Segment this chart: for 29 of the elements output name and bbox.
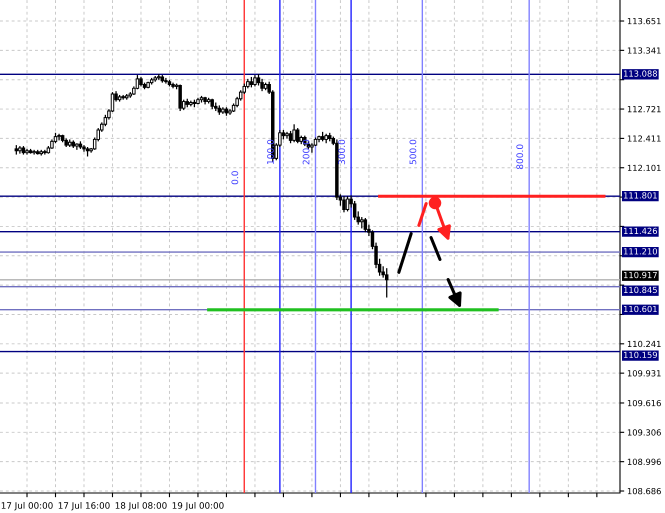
y-tick-label: 109.931	[628, 370, 661, 376]
annotation: 100.0	[267, 140, 274, 164]
x-tick-label: 17 Jul 00:00	[2, 502, 53, 510]
y-tick-label: 113.341	[628, 47, 661, 54]
y-tick-label: 113.651	[628, 18, 661, 24]
ref-line-label: 111.801	[624, 192, 657, 199]
annotation: 800.0	[516, 144, 524, 170]
annotation: 300.0	[338, 140, 346, 164]
ref-line-label: 110.917	[624, 272, 657, 278]
y-tick-label: 108.686	[628, 488, 661, 494]
y-tick-label: 112.411	[628, 135, 661, 142]
ref-line-label: 113.088	[624, 70, 657, 77]
annotation: 0.0	[231, 171, 238, 184]
x-tick-label: 17 Jul 16:00	[58, 502, 110, 510]
annotation: 200.0	[302, 140, 310, 164]
ref-line-label: 111.426	[624, 228, 658, 234]
x-tick-label: 18 Jul 08:00	[116, 502, 167, 510]
ref-line-label: 110.845	[624, 286, 657, 294]
annotation: 500.0	[409, 140, 416, 164]
y-tick-label: 109.306	[628, 429, 661, 436]
y-tick-label: 109.616	[628, 400, 661, 406]
x-tick-label: 19 Jul 00:00	[172, 502, 224, 510]
y-tick-label: 108.996	[628, 458, 661, 465]
ref-line-label: 110.159	[624, 352, 657, 358]
y-tick-label: 110.241	[628, 340, 661, 348]
ref-line-label: 110.601	[624, 306, 657, 312]
ref-line-label: 111.210	[624, 248, 658, 255]
y-tick-label: 112.721	[628, 106, 661, 112]
y-tick-label: 112.101	[628, 164, 661, 172]
